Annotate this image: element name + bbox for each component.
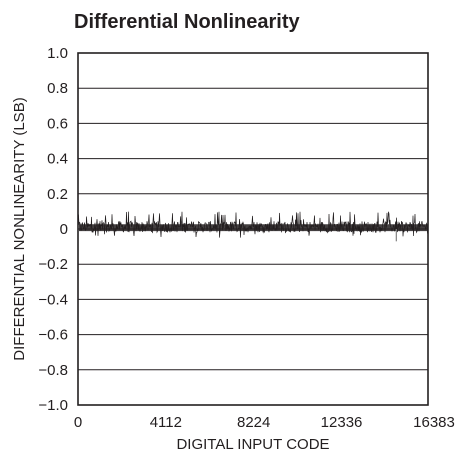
- y-tick-label: 0.6: [47, 115, 68, 132]
- y-tick-label: 0.2: [47, 186, 68, 203]
- dnl-data-series: [77, 211, 429, 242]
- x-tick-label: 0: [74, 414, 82, 431]
- y-tick-label: −0.6: [38, 327, 68, 344]
- plot-frame: [77, 52, 429, 406]
- x-tick-label: 8224: [237, 414, 270, 431]
- y-tick-label: 1.0: [47, 45, 68, 62]
- y-tick-label: 0: [60, 221, 68, 238]
- y-tick-label: 0.4: [47, 151, 68, 168]
- chart-title: Differential Nonlinearity: [74, 11, 300, 33]
- x-tick-labels: 0 4112 8224 12336 16383: [74, 414, 455, 431]
- y-tick-label: 0.8: [47, 80, 68, 97]
- y-tick-label: −0.8: [38, 362, 68, 379]
- y-tick-label: −0.2: [38, 256, 68, 273]
- y-tick-labels: 1.0 0.8 0.6 0.4 0.2 0 −0.2 −0.4 −0.6 −0.8 −1.0: [38, 45, 68, 414]
- dnl-noise-band: [79, 224, 427, 232]
- x-axis-label: DIGITAL INPUT CODE: [176, 436, 329, 453]
- y-axis-label: DIFFERENTIAL NONLINEARITY (LSB): [11, 97, 28, 360]
- y-tick-label: −1.0: [38, 397, 68, 414]
- x-tick-label: 12336: [321, 414, 363, 431]
- y-tick-label: −0.4: [38, 291, 68, 308]
- x-tick-label: 16383: [413, 414, 455, 431]
- x-tick-label: 4112: [150, 414, 182, 431]
